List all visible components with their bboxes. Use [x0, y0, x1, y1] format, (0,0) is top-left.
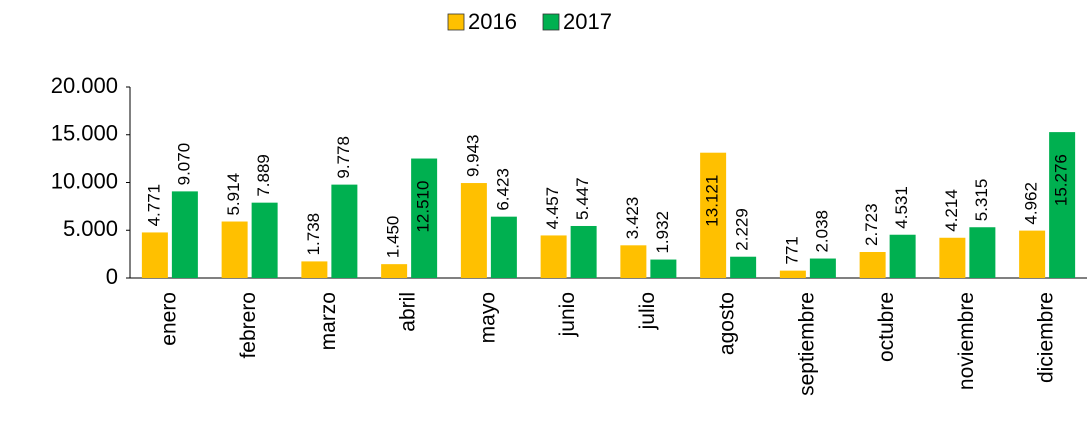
value-label: 5.914	[224, 173, 243, 216]
value-label: 2.723	[862, 203, 881, 246]
value-label: 9.070	[174, 143, 193, 186]
bar	[490, 216, 517, 278]
value-label: 771	[782, 236, 801, 264]
value-label: 1.450	[384, 216, 403, 259]
bar	[700, 152, 727, 278]
bar	[730, 256, 757, 278]
value-label: 1.738	[304, 213, 323, 256]
bar	[540, 235, 567, 278]
bar	[779, 270, 806, 278]
value-label: 5.315	[972, 179, 991, 222]
value-label: 3.423	[623, 197, 642, 240]
bar	[141, 232, 168, 278]
bar	[251, 202, 278, 278]
bar	[460, 183, 487, 278]
y-tick-label: 15.000	[51, 121, 118, 146]
y-tick-label: 5.000	[63, 216, 118, 241]
legend-label: 2017	[563, 9, 612, 34]
value-label: 4.531	[892, 186, 911, 229]
bar	[1049, 132, 1076, 278]
bar	[889, 234, 916, 278]
x-tick-label: febrero	[237, 292, 260, 359]
x-tick-label: diciembre	[1035, 292, 1058, 383]
x-tick-label: julio	[636, 292, 659, 330]
value-label: 4.771	[144, 184, 163, 227]
value-label: 9.778	[334, 136, 353, 179]
legend-label: 2016	[468, 9, 517, 34]
x-tick-label: enero	[157, 292, 180, 346]
value-label: 1.932	[653, 211, 672, 254]
bar	[331, 184, 358, 278]
x-tick-label: noviembre	[955, 292, 978, 390]
x-tick-label: octubre	[875, 292, 898, 362]
bar	[411, 158, 438, 278]
value-label: 2.038	[812, 210, 831, 253]
bar	[620, 245, 647, 278]
bar	[221, 221, 248, 278]
y-tick-label: 20.000	[51, 73, 118, 98]
bar	[809, 258, 836, 278]
legend-swatch	[447, 13, 465, 31]
bar	[859, 251, 886, 278]
value-label: 4.962	[1022, 182, 1041, 225]
bar	[301, 261, 328, 278]
value-label: 2.229	[733, 208, 752, 251]
bar	[171, 191, 198, 278]
x-tick-label: abril	[397, 292, 420, 332]
legend-swatch	[542, 13, 560, 31]
bar	[650, 259, 677, 278]
value-label: 15.276	[1052, 154, 1071, 206]
value-label: 6.423	[493, 168, 512, 211]
value-label: 4.214	[942, 189, 961, 232]
bar	[969, 227, 996, 278]
x-tick-label: septiembre	[795, 292, 818, 396]
value-label: 9.943	[463, 134, 482, 177]
x-tick-label: agosto	[716, 292, 739, 355]
value-label: 7.889	[254, 154, 273, 197]
value-label: 13.121	[703, 175, 722, 227]
bar	[570, 225, 597, 278]
bar	[381, 264, 408, 278]
y-tick-label: 0	[106, 264, 118, 289]
value-label: 5.447	[573, 177, 592, 220]
x-tick-label: mayo	[476, 292, 499, 343]
x-tick-label: junio	[556, 292, 579, 337]
bar	[1019, 230, 1046, 278]
y-tick-label: 10.000	[51, 168, 118, 193]
value-label: 4.457	[543, 187, 562, 230]
value-label: 12.510	[414, 181, 433, 233]
x-tick-label: marzo	[317, 292, 340, 350]
bar	[939, 237, 966, 278]
